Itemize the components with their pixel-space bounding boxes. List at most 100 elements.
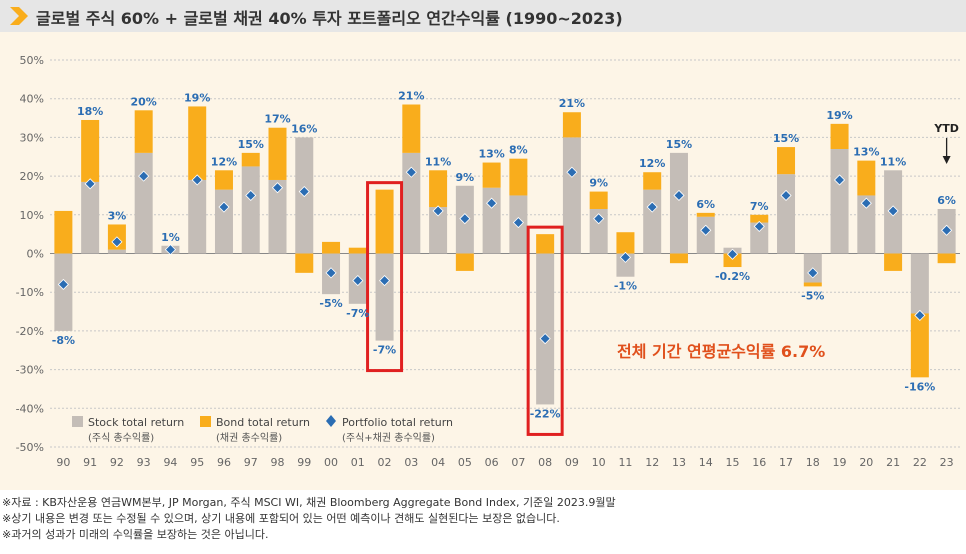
bond-bar (348, 247, 367, 254)
portfolio-marker (271, 182, 284, 194)
stock-bar (268, 179, 287, 254)
stock-bar (536, 253, 555, 405)
bond-bar (482, 162, 501, 188)
x-tick-label: 06 (485, 456, 499, 469)
footnote-source: ※자료 : KB자산운용 연금WM본부, JP Morgan, 주식 MSCI … (2, 496, 616, 509)
stock-bar (857, 195, 876, 254)
stock-bar (589, 208, 608, 254)
portfolio-marker (887, 205, 899, 217)
bond-bar (295, 253, 314, 273)
ytd-arrow-icon (942, 156, 951, 164)
x-tick-label: 20 (859, 456, 873, 469)
data-label: -0.2% (715, 270, 750, 283)
stock-bar (134, 152, 153, 254)
bond-bar (937, 253, 956, 264)
y-tick-label: -40% (16, 402, 44, 415)
x-tick-label: 97 (244, 456, 258, 469)
bond-bar (402, 104, 421, 153)
y-tick-label: 40% (20, 93, 44, 106)
data-label: 19% (184, 91, 210, 104)
bond-bar (81, 119, 100, 182)
chart: -50% -40% -30% -20% -10% 0% 10% 20% 30% 40% 50% 90 9… (16, 54, 960, 469)
stock-bar (429, 207, 448, 254)
portfolio-marker (833, 174, 846, 186)
data-label: 6% (937, 194, 956, 207)
y-tick-label: -50% (16, 441, 44, 454)
x-tick-label: 01 (351, 456, 365, 469)
data-label: 15% (238, 138, 264, 151)
data-label: -5% (801, 289, 824, 302)
legend-sublabel: (주식 총수익률) (88, 432, 154, 444)
stock-bar (54, 253, 73, 331)
x-tick-label: 91 (83, 456, 97, 469)
x-tick-label: 08 (538, 456, 552, 469)
x-tick-label: 17 (779, 456, 793, 469)
stock-bar (616, 253, 635, 277)
stock-bar (750, 222, 769, 254)
portfolio-marker (673, 189, 685, 202)
y-tick-label: 20% (20, 170, 44, 183)
portfolio-marker (512, 216, 524, 229)
portfolio-marker (593, 213, 605, 225)
bond-bar (830, 123, 849, 150)
bond-bar (241, 152, 260, 167)
footnotes: ※자료 : KB자산운용 연금WM본부, JP Morgan, 주식 MSCI … (2, 495, 616, 543)
bond-bar (134, 110, 153, 153)
bond-bar (643, 172, 662, 190)
data-label: 1% (161, 231, 180, 244)
data-label: -22% (530, 407, 561, 420)
bond-bar (536, 234, 555, 254)
x-tick-label: 90 (56, 456, 70, 469)
portfolio-marker (325, 267, 337, 279)
data-label: -5% (319, 297, 342, 310)
data-label: 8% (509, 144, 528, 157)
bond-bar (803, 282, 822, 287)
portfolio-marker (726, 248, 739, 260)
stock-bar (402, 152, 421, 254)
stock-bar (562, 137, 581, 254)
bond-bar (375, 189, 394, 254)
bond-bar (214, 170, 233, 190)
x-tick-label: 99 (297, 456, 311, 469)
footnote-disclaimer: ※상기 내용은 변경 또는 수정될 수 있으며, 상기 내용에 포함되어 있는 … (2, 512, 560, 525)
bond-bar (777, 147, 796, 175)
x-tick-label: 04 (431, 456, 445, 469)
stock-bar (81, 181, 100, 254)
x-tick-label: 05 (458, 456, 472, 469)
bond-bar (669, 253, 688, 264)
data-label: 11% (425, 155, 451, 168)
legend-sublabel: (주식+채권 총수익률) (342, 432, 435, 444)
bond-bar (696, 212, 715, 217)
x-tick-label: 19 (833, 456, 847, 469)
bond-bar (857, 160, 876, 196)
data-label: 15% (773, 132, 799, 145)
legend-sublabel: (채권 총수익률) (216, 432, 282, 444)
x-tick-label: 23 (940, 456, 954, 469)
portfolio-marker (807, 267, 819, 279)
data-label: 13% (853, 146, 879, 159)
average-return-annotation: 전체 기간 연평균수익률 6.7% (617, 342, 825, 361)
data-label: 7% (750, 200, 769, 213)
data-label: 16% (291, 122, 317, 135)
bond-bar (616, 232, 635, 254)
bond-bar (910, 313, 929, 378)
data-label: 18% (77, 105, 103, 118)
data-label: 17% (264, 113, 290, 126)
x-tick-label: 02 (378, 456, 392, 469)
x-tick-label: 16 (752, 456, 766, 469)
y-tick-label: -30% (16, 364, 44, 377)
data-label: 9% (589, 177, 608, 190)
bond-bar (723, 253, 742, 268)
x-tick-label: 96 (217, 456, 231, 469)
y-tick-label: 30% (20, 131, 44, 144)
chevron-right-icon (10, 7, 28, 25)
data-label: -8% (52, 334, 75, 347)
portfolio-marker (245, 189, 257, 202)
portfolio-marker (860, 197, 872, 209)
y-tick-label: 10% (20, 209, 44, 222)
portfolio-marker (941, 224, 953, 236)
data-label: 11% (880, 155, 906, 168)
data-label: 13% (478, 148, 504, 161)
data-label: 3% (108, 209, 127, 222)
portfolio-marker (378, 275, 391, 287)
